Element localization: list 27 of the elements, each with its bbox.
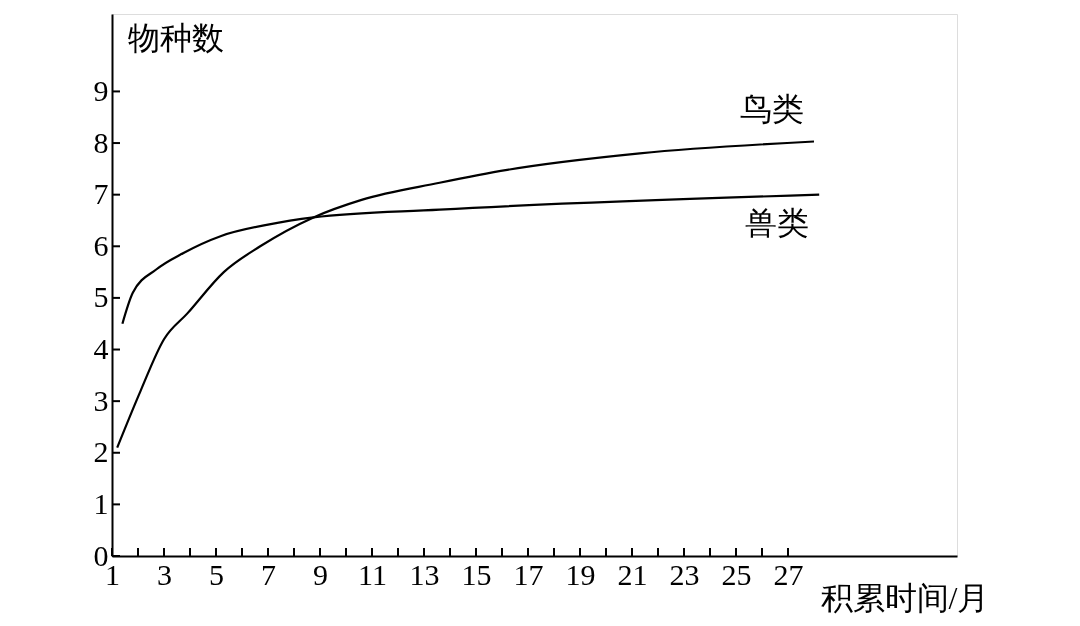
series-label: 鸟类	[740, 91, 804, 128]
y-tick-label: 5	[93, 280, 109, 314]
x-tick-label: 27	[773, 557, 804, 591]
x-tick-label: 21	[617, 557, 648, 591]
x-tick-label: 3	[157, 557, 172, 591]
x-tick-label: 11	[358, 557, 387, 591]
series-label: 兽类	[745, 204, 810, 241]
x-tick-label: 19	[565, 557, 596, 591]
y-tick-label: 7	[93, 177, 109, 211]
y-tick-label: 3	[93, 383, 109, 417]
x-tick-label: 13	[409, 557, 440, 591]
y-tick-label: 1	[93, 486, 109, 520]
y-tick-label: 8	[93, 125, 109, 159]
x-tick-label: 17	[513, 557, 544, 591]
x-tick-label: 5	[209, 557, 224, 591]
y-tick-label: 4	[93, 332, 109, 366]
x-tick-label: 7	[261, 557, 276, 591]
y-tick-label: 9	[93, 73, 109, 107]
y-tick-label: 6	[93, 228, 109, 262]
x-tick-label: 15	[461, 557, 492, 591]
x-tick-label: 9	[313, 557, 328, 591]
y-axis-title: 物种数	[127, 19, 224, 56]
x-axis-title: 积累时间/月	[820, 579, 990, 616]
x-tick-label: 23	[669, 557, 700, 591]
x-tick-label: 25	[721, 557, 752, 591]
line-series	[116, 140, 816, 449]
y-tick-label: 2	[93, 435, 109, 469]
